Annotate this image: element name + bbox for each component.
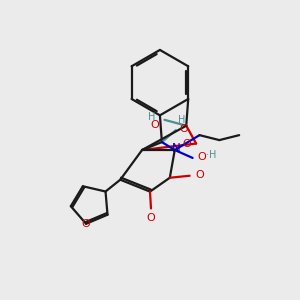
Text: O: O [179, 124, 188, 134]
Text: N: N [171, 142, 180, 154]
Text: H: H [178, 115, 185, 125]
Text: O: O [197, 152, 206, 162]
Text: ·H: ·H [206, 150, 217, 160]
Text: O: O [195, 170, 204, 180]
Text: O: O [82, 219, 90, 229]
Text: O: O [147, 213, 155, 224]
Text: O: O [150, 120, 159, 130]
Text: O: O [183, 139, 192, 148]
Text: H: H [148, 112, 155, 122]
